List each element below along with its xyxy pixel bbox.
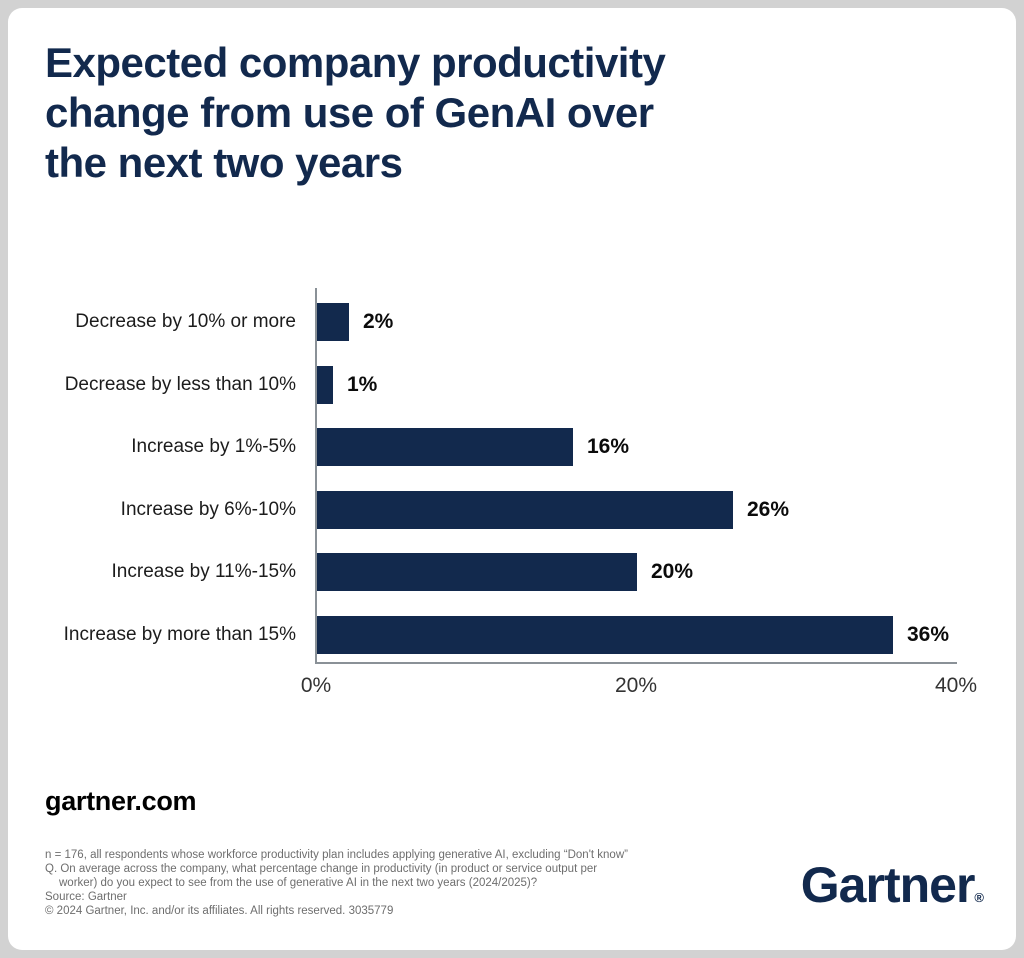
x-axis-ticks: 0% 20% 40% <box>301 674 977 704</box>
footnote-line: worker) do you expect to see from the us… <box>59 877 538 889</box>
gartner-logo-text: Gartner <box>800 857 976 913</box>
category-label: Increase by 11%-15% <box>111 561 296 582</box>
footnote-line: Q. On average across the company, what p… <box>45 863 598 875</box>
gartner-website-text: gartner.com <box>45 786 197 816</box>
bar-value-label: 26% <box>747 497 790 521</box>
bar-value-label: 16% <box>587 435 630 458</box>
registered-trademark-icon: ® <box>974 890 984 905</box>
x-tick-label: 20% <box>614 674 658 697</box>
bar <box>317 553 637 591</box>
bar <box>317 303 349 341</box>
bar-value-label: 1% <box>347 372 378 396</box>
chart-card: Expected company productivity change fro… <box>8 8 1016 950</box>
category-label: Increase by 6%-10% <box>120 498 296 520</box>
bar <box>317 615 893 654</box>
page-title-line: Expected company productivity <box>45 39 666 86</box>
category-label: Increase by more than 15% <box>63 623 296 645</box>
bar <box>317 428 573 466</box>
x-tick-label: 0% <box>300 674 332 697</box>
category-label: Decrease by 10% or more <box>75 311 296 332</box>
plot-area: 2% 1% 16% 26% 20% 36% <box>315 288 957 664</box>
footnote-line: © 2024 Gartner, Inc. and/or its affiliat… <box>45 905 394 917</box>
category-labels: Decrease by 10% or more Decrease by less … <box>38 288 296 662</box>
category-label: Decrease by less than 10% <box>64 373 296 395</box>
x-tick-label: 40% <box>934 674 978 697</box>
category-label: Increase by 1%-5% <box>131 436 296 457</box>
page-title-line: the next two years <box>45 139 403 186</box>
footnote-line: n = 176, all respondents whose workforce… <box>45 849 628 861</box>
footnotes: n = 176, all respondents whose workforce… <box>45 848 685 918</box>
footnote-line: Source: Gartner <box>45 891 127 903</box>
bar-value-label: 36% <box>907 622 950 646</box>
page-title-line: change from use of GenAI over <box>45 89 654 136</box>
bar-value-label: 20% <box>651 560 694 583</box>
page-title: Expected company productivity change fro… <box>45 38 885 188</box>
bar <box>317 490 733 529</box>
gartner-logo: Gartner® <box>801 860 984 910</box>
bar <box>317 365 333 404</box>
bar-value-label: 2% <box>363 310 394 333</box>
